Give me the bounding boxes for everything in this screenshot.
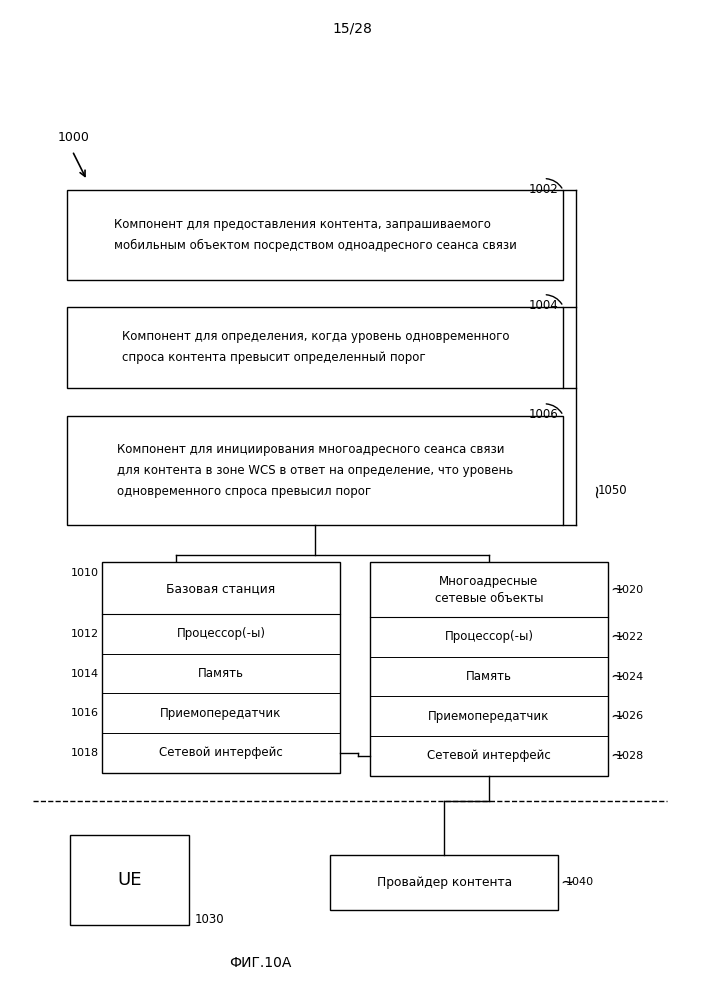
Text: Процессор(-ы): Процессор(-ы) xyxy=(177,627,265,640)
Text: ~: ~ xyxy=(610,628,624,646)
Text: Компонент для инициирования многоадресного сеанса связи
для контента в зоне WCS : Компонент для инициирования многоадресно… xyxy=(117,443,513,498)
Text: 1040: 1040 xyxy=(566,877,594,887)
Text: ~: ~ xyxy=(610,747,624,765)
Text: ~: ~ xyxy=(610,667,624,685)
Bar xyxy=(68,191,563,280)
Text: 1020: 1020 xyxy=(616,584,644,594)
Text: Приемопередатчик: Приемопередатчик xyxy=(161,707,282,720)
Bar xyxy=(70,835,189,925)
Text: Процессор(-ы): Процессор(-ы) xyxy=(444,630,534,643)
Text: 1022: 1022 xyxy=(616,632,644,642)
Text: 1018: 1018 xyxy=(71,748,99,758)
Text: Сетевой интерфейс: Сетевой интерфейс xyxy=(427,749,551,762)
Text: Память: Память xyxy=(466,670,512,683)
Bar xyxy=(68,307,563,388)
Bar xyxy=(68,416,563,524)
Text: 1004: 1004 xyxy=(529,299,558,312)
Text: 1010: 1010 xyxy=(71,568,99,578)
Bar xyxy=(370,562,608,776)
Text: 1016: 1016 xyxy=(71,708,99,718)
Text: ~: ~ xyxy=(560,873,574,891)
Text: UE: UE xyxy=(118,871,142,889)
Text: Приемопередатчик: Приемопередатчик xyxy=(428,709,550,722)
Text: Провайдер контента: Провайдер контента xyxy=(377,876,512,889)
Text: 15/28: 15/28 xyxy=(332,22,372,36)
Text: 1014: 1014 xyxy=(71,668,99,678)
Text: Компонент для определения, когда уровень одновременного
спроса контента превысит: Компонент для определения, когда уровень… xyxy=(122,331,509,365)
Bar xyxy=(102,562,340,773)
Text: 1012: 1012 xyxy=(71,629,99,639)
Text: 1050: 1050 xyxy=(598,484,628,497)
Text: ~: ~ xyxy=(610,707,624,725)
Text: 1002: 1002 xyxy=(529,183,558,196)
Text: 1026: 1026 xyxy=(616,711,644,721)
Text: ФИГ.10А: ФИГ.10А xyxy=(230,956,292,970)
Text: Сетевой интерфейс: Сетевой интерфейс xyxy=(159,746,283,759)
Text: 1024: 1024 xyxy=(616,671,644,681)
Text: ~: ~ xyxy=(588,483,606,498)
Text: Многоадресные
сетевые объекты: Многоадресные сетевые объекты xyxy=(434,574,543,604)
Bar xyxy=(330,855,558,910)
Text: 1000: 1000 xyxy=(57,131,89,144)
Text: 1006: 1006 xyxy=(529,408,558,421)
Text: Компонент для предоставления контента, запрашиваемого
мобильным объектом посредс: Компонент для предоставления контента, з… xyxy=(114,218,517,252)
Text: Базовая станция: Базовая станция xyxy=(166,581,275,594)
Text: 1028: 1028 xyxy=(616,751,644,761)
Text: Память: Память xyxy=(198,667,244,680)
Text: 1030: 1030 xyxy=(194,913,224,926)
Text: ~: ~ xyxy=(610,580,624,598)
